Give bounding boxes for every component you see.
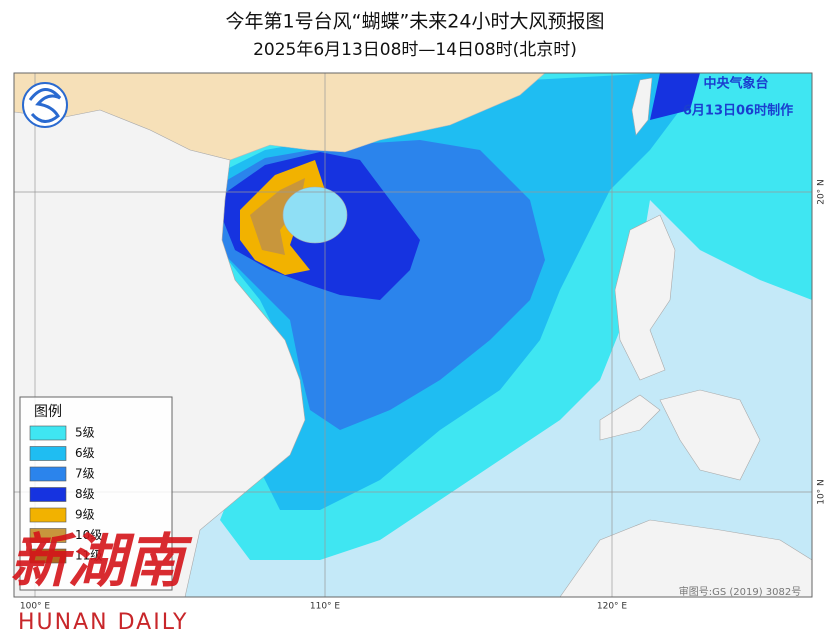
longitude-label: 110° E — [310, 602, 341, 612]
legend-swatch — [29, 548, 67, 564]
philippines — [599, 214, 761, 481]
legend: 图例 5级 6级 7级 8级 9级 10级 11级 — [19, 396, 173, 591]
longitude-label: 120° E — [597, 602, 628, 612]
latitude-label: 10° N — [817, 479, 827, 505]
map — [13, 72, 813, 598]
legend-swatch — [29, 507, 67, 523]
title: 今年第1号台风“蝴蝶”未来24小时大风预报图 — [226, 11, 605, 33]
logo — [22, 82, 68, 128]
legend-title: 图例 — [34, 404, 62, 420]
legend-swatch — [29, 466, 67, 482]
legend-label: 5级 — [75, 426, 95, 440]
watermark-english: HUNAN DAILY — [18, 610, 188, 635]
legend-label: 7级 — [75, 467, 95, 481]
legend-swatch — [29, 487, 67, 502]
legend-swatch — [29, 425, 67, 441]
legend-label: 10级 — [75, 528, 102, 542]
issued-time: 6月13日06时制作 — [683, 103, 793, 119]
legend-label: 9级 — [75, 508, 95, 522]
hainan — [282, 186, 348, 244]
legend-label: 11级 — [75, 549, 102, 563]
taiwan — [631, 77, 653, 136]
legend-label: 8级 — [75, 487, 95, 501]
subtitle: 2025年6月13日08时—14日08时(北京时) — [253, 40, 577, 60]
map-frame — [13, 72, 813, 598]
watermark-chinese: 新湖南 — [10, 527, 193, 595]
longitude-label: 100° E — [20, 602, 51, 612]
latitude-label: 20° N — [817, 179, 827, 205]
zone-8-taiwan — [650, 73, 700, 120]
review-number: 审图号:GS (2019) 3082号 — [679, 585, 802, 598]
legend-swatch — [29, 446, 67, 461]
legend-swatch — [29, 528, 67, 543]
agency: 中央气象台 — [703, 76, 768, 92]
borneo — [559, 519, 812, 597]
legend-label: 6级 — [75, 446, 95, 460]
